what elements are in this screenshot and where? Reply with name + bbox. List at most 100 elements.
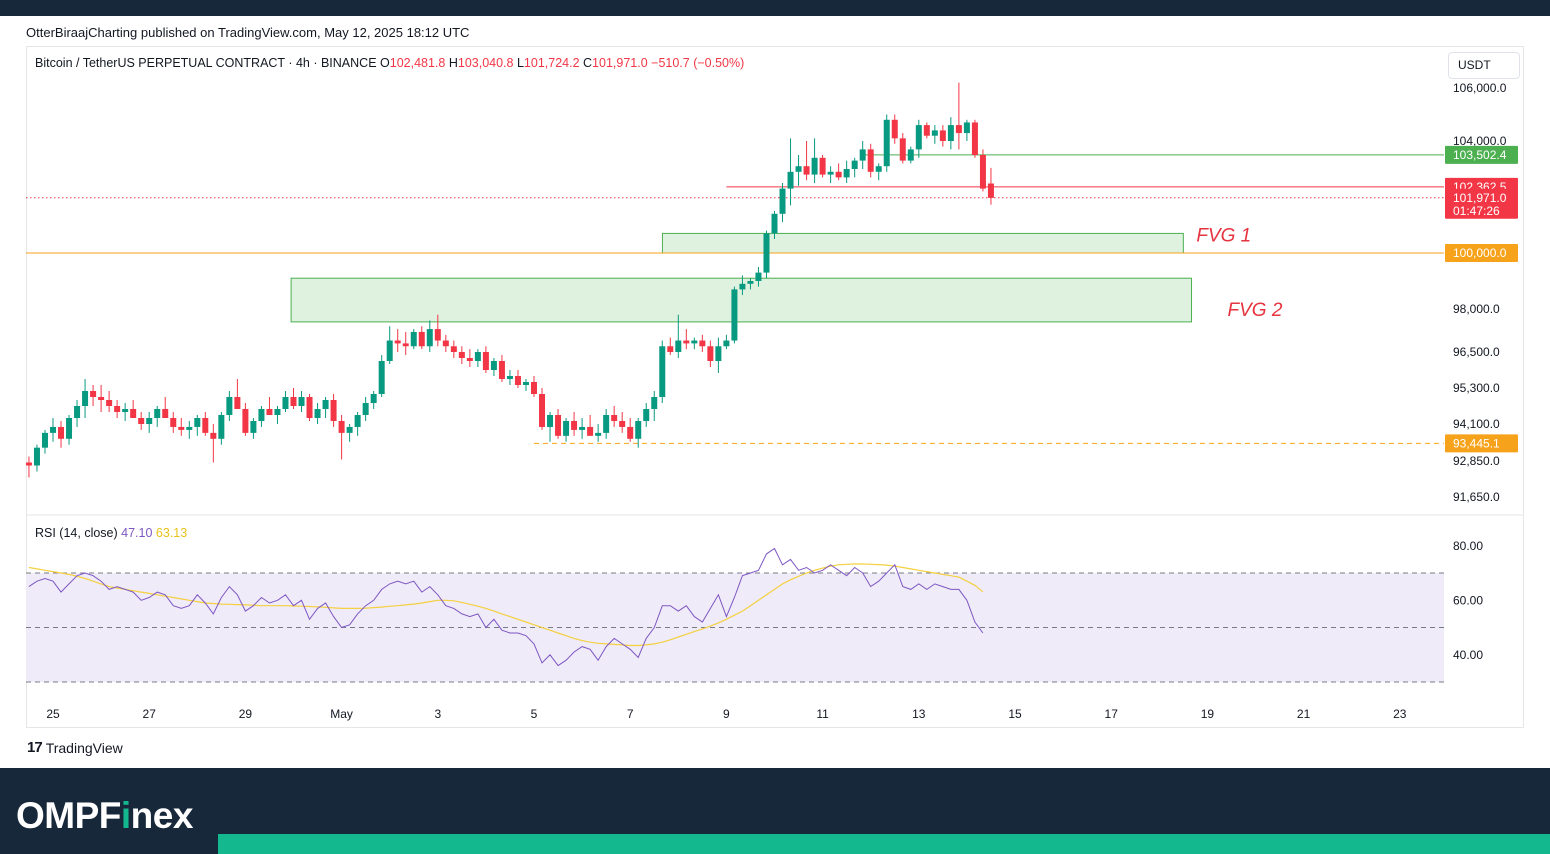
candle-body [146,418,153,424]
candle-body [739,283,746,290]
ohlc-o: 102,481.8 [389,56,446,70]
price-tag [1445,244,1518,262]
candle-body [819,157,826,175]
price-tick-label: 106,000.0 [1453,81,1507,95]
candle-body [579,426,586,430]
candle-body [90,391,97,397]
candle-body [915,125,922,150]
candle-body [803,166,810,175]
candle-body [474,352,481,361]
rsi-band [26,573,1444,682]
candle-body [98,397,105,400]
candle-body [346,426,353,433]
candle-body [130,409,137,418]
candle-body [683,340,690,344]
candle-body [322,400,329,409]
top-bar [0,0,1550,16]
candle-body [891,119,898,139]
price-tick-label: 104,000.0 [1453,134,1507,148]
footer-stripe [218,834,1550,854]
candle-body [755,272,762,281]
candle-body [611,415,618,421]
fvg-label: FVG 2 [1228,300,1283,321]
chart-panel[interactable] [26,46,1524,728]
candle-body [362,403,369,415]
candle-body [490,361,497,370]
candle-body [394,340,401,344]
candle-body [843,169,850,178]
price-tag-label: 100,000.0 [1453,246,1507,260]
candle-body [250,421,257,433]
candle-body [282,397,289,409]
x-tick-label: 3 [434,707,441,721]
symbol-legend: Bitcoin / TetherUS PERPETUAL CONTRACT · … [35,56,744,70]
tradingview-wordmark: TradingView [45,739,123,756]
price-tick-label: 98,000.0 [1453,302,1500,316]
x-tick-label: 21 [1297,707,1311,721]
candle-body [426,329,433,347]
candle-body [386,340,393,361]
fvg-zone [661,232,1184,254]
candle-body [979,155,986,189]
candle-body [547,415,554,427]
candle-body [563,421,570,436]
price-tick-label: 94,100.0 [1453,417,1500,431]
ohlc-values: O102,481.8 H103,040.8 L101,724.2 C101,97… [380,56,744,70]
candle-body [907,149,914,161]
candle-body [859,149,866,161]
rsi-ma-value: 63.13 [155,526,188,540]
price-tick-label: 96,500.0 [1453,345,1500,359]
candle-body [274,409,281,415]
candle-body [971,122,978,155]
currency-selector[interactable]: USDT [1448,52,1520,79]
price-tick-label: 95,300.0 [1453,381,1500,395]
x-tick-label: 29 [239,707,253,721]
candle-body [178,426,185,430]
candle-body [514,376,521,385]
candle-body [731,289,738,341]
price-tick-label: 92,850.0 [1453,454,1500,468]
candle-body [218,415,225,439]
candle-body [675,340,682,352]
price-tag-label: 93,445.1 [1453,436,1500,450]
candle-body [643,409,650,421]
candle-body [434,329,441,341]
candle-body [458,352,465,358]
candle-body [122,409,129,412]
ohlc-c-label: C [583,56,593,70]
candle-body [210,432,217,439]
x-tick-label: 23 [1393,707,1407,721]
candle-body [587,426,594,436]
ompfinex-logo: OMPFinex [16,795,193,837]
candle-body [811,157,818,175]
tradingview-logo[interactable]: 17 TradingView [27,739,123,756]
rsi-tick-label: 80.00 [1453,539,1483,553]
candle-body [539,394,546,427]
candle-body [827,171,834,175]
rsi-line [28,547,984,667]
candle-body [402,343,409,347]
price-tag [1445,434,1518,453]
candle-body [266,409,273,415]
candle-body [306,397,313,418]
ohlc-l: 101,724.2 [523,56,580,70]
candle-body [186,426,193,430]
x-tick-label: 19 [1201,707,1215,721]
candle-body [202,418,209,433]
candle-body [442,340,449,347]
candle-body [923,125,930,136]
candle-body [298,397,305,406]
candle-body [955,125,962,134]
candle-body [715,346,722,361]
candle-body [314,409,321,418]
candle-body [651,397,658,409]
rsi-tick-label: 60.00 [1453,593,1483,607]
brand-part-c: nex [130,795,194,836]
candle-body [931,130,938,136]
candle-body [154,409,161,418]
chart-canvas[interactable]: FVG 1 FVG 2 106,000.0 104,000.0 98,000.0 96,5… [0,0,1550,768]
candle-body [242,409,249,433]
candle-body [771,213,778,234]
candle-body [875,166,882,172]
candle-body [707,346,714,361]
